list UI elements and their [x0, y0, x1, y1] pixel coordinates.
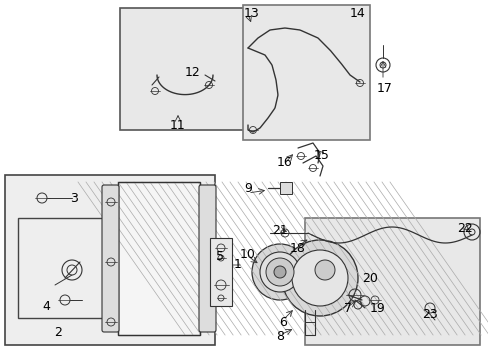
Text: 7: 7	[343, 302, 351, 315]
Bar	[5, 175, 215, 345]
Text: 21: 21	[271, 224, 287, 237]
Text: 4: 4	[42, 300, 50, 312]
Text: 11: 11	[170, 118, 185, 131]
Text: 10: 10	[240, 248, 255, 261]
Bar	[120, 8, 249, 130]
Text: 6: 6	[279, 315, 286, 328]
Circle shape	[273, 266, 285, 278]
Text: 20: 20	[361, 271, 377, 284]
Text: 22: 22	[456, 221, 472, 234]
Text: 19: 19	[369, 302, 385, 315]
Bar	[118, 182, 200, 335]
Text: 14: 14	[349, 6, 365, 19]
Text: 13: 13	[244, 6, 259, 19]
Text: 1: 1	[234, 258, 242, 271]
Bar	[18, 218, 110, 318]
Text: 8: 8	[275, 330, 284, 343]
Text: 18: 18	[289, 242, 305, 255]
FancyBboxPatch shape	[199, 185, 216, 332]
Circle shape	[314, 260, 334, 280]
Text: 15: 15	[313, 149, 329, 162]
Circle shape	[260, 252, 299, 292]
Text: 2: 2	[54, 327, 62, 339]
Circle shape	[291, 250, 347, 306]
Text: 17: 17	[376, 81, 392, 95]
Text: 23: 23	[421, 309, 437, 321]
Bar	[243, 5, 369, 140]
Text: 12: 12	[185, 66, 201, 78]
Circle shape	[282, 240, 357, 316]
Bar	[305, 218, 479, 345]
Text: 5: 5	[216, 251, 224, 264]
Text: 16: 16	[277, 156, 292, 168]
FancyBboxPatch shape	[102, 185, 119, 332]
Text: 9: 9	[244, 181, 251, 194]
Bar	[280, 182, 291, 194]
Bar	[209, 238, 231, 306]
Text: 3: 3	[70, 192, 78, 204]
Circle shape	[265, 258, 293, 286]
Circle shape	[251, 244, 307, 300]
Bar	[118, 182, 200, 335]
